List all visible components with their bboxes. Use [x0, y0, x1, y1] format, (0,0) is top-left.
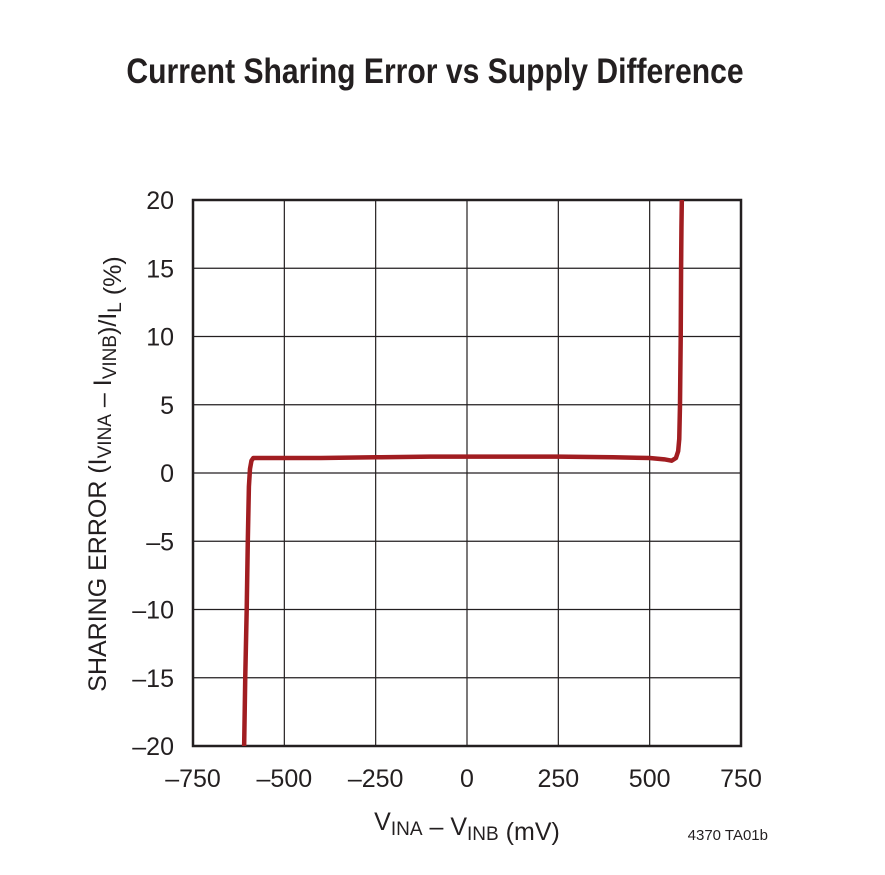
x-tick-labels: –750 –500 –250 0 250 500 750	[165, 765, 762, 793]
x-tick-label: 750	[720, 765, 762, 793]
y-tick-label: 10	[146, 324, 174, 352]
figure-id: 4370 TA01b	[688, 827, 768, 844]
y-tick-label: –10	[132, 597, 174, 625]
x-tick-label: –750	[165, 765, 221, 793]
y-axis-label: SHARING ERROR (IVINA – IVINB)/IL (%)	[84, 256, 127, 691]
grid	[192, 199, 742, 747]
y-tick-label: 20	[146, 187, 174, 215]
x-tick-label: –500	[257, 765, 313, 793]
x-tick-label: 250	[537, 765, 579, 793]
y-tick-label: 5	[160, 392, 174, 420]
y-tick-label: 0	[160, 460, 174, 488]
x-axis-label: VINA – VINB (mV)	[374, 808, 560, 846]
x-tick-label: –250	[348, 765, 404, 793]
y-tick-label: 15	[146, 255, 174, 283]
y-tick-label: –5	[146, 528, 174, 556]
x-tick-label: 500	[629, 765, 671, 793]
plot-frame	[191, 198, 743, 748]
y-tick-labels: 20 15 10 5 0 –5 –10 –15 –20	[132, 187, 174, 761]
x-tick-label: 0	[460, 765, 474, 793]
y-tick-label: –20	[132, 733, 174, 761]
y-tick-label: –15	[132, 665, 174, 693]
series-group	[241, 199, 685, 747]
chart-title: Current Sharing Error vs Supply Differen…	[126, 52, 744, 91]
series-line	[241, 199, 685, 747]
